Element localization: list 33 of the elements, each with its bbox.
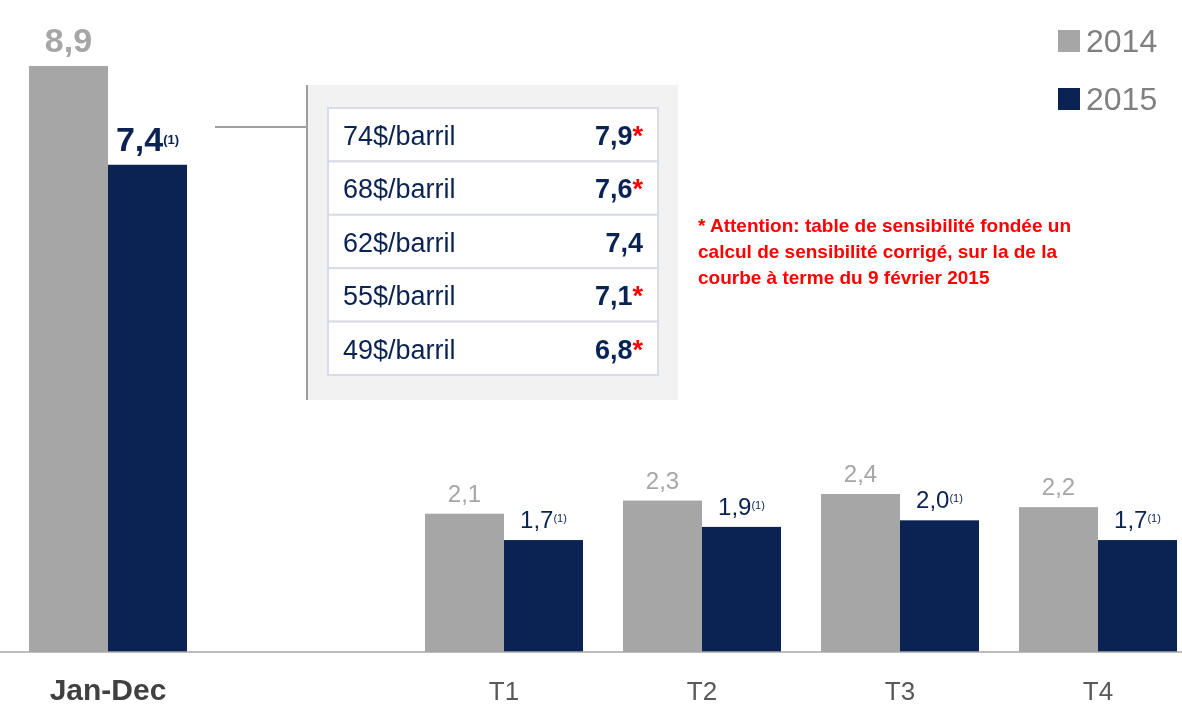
annotation: 49$/barril xyxy=(343,334,456,365)
data-label: 2,1 xyxy=(447,479,482,507)
data-label: 8,9 xyxy=(44,21,93,59)
annotation: 55$/barril xyxy=(343,281,456,312)
legend-label: 2015 xyxy=(1086,81,1158,117)
annotation: 7,4 xyxy=(605,227,643,258)
data-label: 1,7$^{(1)}$ xyxy=(1114,506,1161,534)
data-label: 1,9$^{(1)}$ xyxy=(718,492,765,520)
bar xyxy=(108,164,187,652)
annotation: 68$/barril xyxy=(343,174,456,205)
data-label: 2,2 xyxy=(1041,473,1076,501)
annotation: 7,1* xyxy=(594,281,644,312)
annotation: 7,9* xyxy=(594,121,644,151)
annotation: 7,6* xyxy=(594,174,644,205)
x-tick-label: T3 xyxy=(884,676,916,706)
data-label: 2,4 xyxy=(843,459,878,487)
x-tick-label: T1 xyxy=(488,676,520,706)
annotation: * Attention: table de sensibilité fondée un calcul de sensibilité corrigé, sur la de la courbe à terme du 9 février 2015 xyxy=(698,215,1071,288)
legend-label: 2014 xyxy=(1086,23,1158,59)
data-label: 2,0$^{(1)}$ xyxy=(916,486,963,514)
data-label: 1,7$^{(1)}$ xyxy=(520,506,567,534)
bar xyxy=(702,526,781,652)
data-label: 7,4$^{(1)}$ xyxy=(115,119,180,158)
x-tick-label: T2 xyxy=(686,676,718,706)
bar xyxy=(1098,540,1177,652)
bar xyxy=(900,520,979,652)
x-tick-label: Jan-Dec xyxy=(49,673,167,706)
annotation: 74$/barril xyxy=(343,121,456,151)
annotation: 6,8* xyxy=(594,334,644,365)
x-tick-label: T4 xyxy=(1082,676,1114,706)
data-label: 2,3 xyxy=(645,466,680,494)
bar xyxy=(504,540,583,652)
annotation: 62$/barril xyxy=(343,227,456,258)
